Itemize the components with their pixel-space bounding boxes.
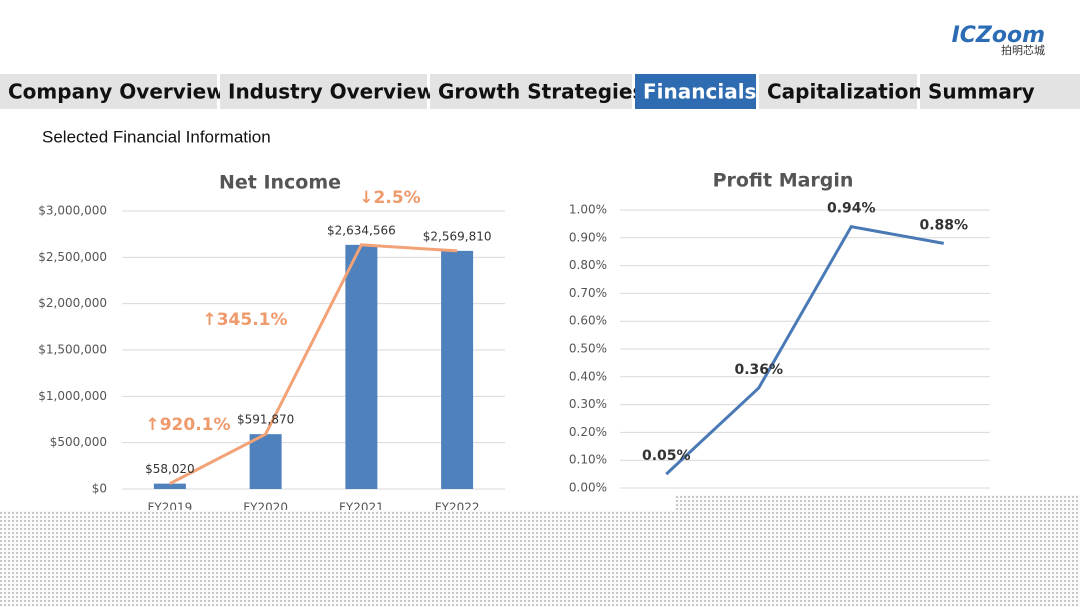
nav-tab-label: Company Overview bbox=[8, 80, 225, 104]
logo: ICZoom bbox=[952, 23, 1045, 48]
charts: Net Income $0 $500,000 $1,000,000 $1,500,000… bbox=[38, 170, 990, 515]
value-label: $2,634,566 bbox=[327, 223, 396, 237]
y-tick-label: 0.90% bbox=[569, 230, 607, 244]
y-tick-label: $500,000 bbox=[50, 435, 107, 449]
value-label: 0.94% bbox=[827, 201, 876, 217]
y-tick-label: 0.30% bbox=[569, 397, 607, 411]
nav-tab[interactable] bbox=[920, 74, 1080, 109]
logo-sub: 拍明芯城 bbox=[1001, 43, 1045, 57]
nav-tab[interactable] bbox=[635, 74, 756, 109]
nav-tab-label: Growth Strategies bbox=[438, 80, 644, 104]
bar bbox=[153, 483, 186, 489]
y-tick-label: 0.40% bbox=[569, 369, 607, 383]
chart-title: Net Income bbox=[219, 172, 341, 194]
y-tick-label: 0.10% bbox=[569, 453, 607, 467]
annotation: ↑920.1% bbox=[145, 415, 230, 435]
y-tick-label: 0.50% bbox=[569, 342, 607, 356]
nav-tab-label: Summary bbox=[928, 80, 1035, 104]
bar bbox=[441, 250, 474, 489]
nav-tab-label: Industry Overview bbox=[228, 80, 435, 104]
value-label: 0.05% bbox=[642, 448, 691, 464]
y-tick-label: $1,500,000 bbox=[38, 343, 107, 357]
y-tick-label: $3,000,000 bbox=[38, 204, 107, 218]
value-label: $591,870 bbox=[237, 413, 294, 427]
chart: Net Income $0 $500,000 $1,000,000 $1,500,000… bbox=[38, 172, 505, 515]
y-tick-label: $1,000,000 bbox=[38, 389, 107, 403]
data-line bbox=[665, 225, 945, 476]
nav-tab-label: Financials bbox=[643, 80, 756, 104]
y-tick-label: $0 bbox=[92, 482, 107, 496]
y-tick-label: 0.70% bbox=[569, 286, 607, 300]
nav-tab[interactable] bbox=[430, 74, 632, 109]
nav-tab[interactable] bbox=[759, 74, 917, 109]
annotation: ↑345.1% bbox=[202, 310, 287, 330]
value-label: $2,569,810 bbox=[423, 229, 492, 243]
y-tick-label: 0.60% bbox=[569, 314, 607, 328]
annotation: ↓2.5% bbox=[359, 188, 420, 208]
overlay bbox=[0, 495, 1080, 607]
subtitle: Selected Financial Information bbox=[42, 127, 271, 146]
chart: Profit Margin 0.00% 0.10% 0.20% 0.30% 0.40% 0.… bbox=[569, 170, 990, 495]
y-tick-label: $2,500,000 bbox=[38, 250, 107, 264]
value-label: $58,020 bbox=[145, 462, 195, 476]
y-tick-label: $2,000,000 bbox=[38, 296, 107, 310]
value-label: 0.36% bbox=[734, 362, 783, 378]
nav-tab[interactable] bbox=[220, 74, 427, 109]
bar bbox=[249, 434, 282, 489]
nav-tab-label: Capitalization bbox=[767, 80, 923, 104]
data-line bbox=[169, 243, 458, 485]
chart-title: Profit Margin bbox=[713, 170, 854, 192]
nav-tab[interactable] bbox=[0, 74, 217, 109]
y-tick-label: 1.00% bbox=[569, 203, 607, 217]
nav-bar: Company Overview Industry Overview Growth … bbox=[0, 74, 1080, 109]
y-tick-label: 0.20% bbox=[569, 425, 607, 439]
bar bbox=[345, 244, 378, 489]
value-label: 0.88% bbox=[919, 217, 968, 233]
y-tick-label: 0.80% bbox=[569, 258, 607, 272]
y-tick-label: 0.00% bbox=[569, 481, 607, 495]
